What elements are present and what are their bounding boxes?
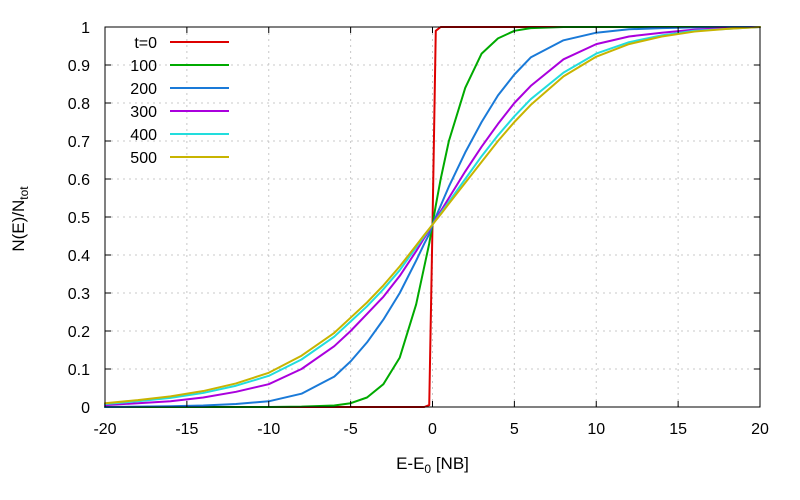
y-tick-label: 0.1 bbox=[68, 362, 90, 379]
legend-label: 500 bbox=[130, 150, 157, 167]
series-lines bbox=[104, 26, 761, 408]
series-line-0 bbox=[104, 26, 761, 408]
y-tick-label: 0.2 bbox=[68, 324, 90, 341]
x-tick-label: 0 bbox=[428, 421, 437, 438]
x-tick-label: -15 bbox=[175, 421, 198, 438]
ticks: -20 -15 -10 -5 0 5 10 15 2000.10.20.30.40.50.60.… bbox=[68, 20, 769, 438]
legend-label: 100 bbox=[130, 58, 157, 75]
legend-label: 200 bbox=[130, 81, 157, 98]
y-tick-label: 0.6 bbox=[68, 172, 90, 189]
y-tick-label: 0.8 bbox=[68, 96, 90, 113]
y-tick-label: 0.7 bbox=[68, 134, 90, 151]
y-tick-label: 1 bbox=[81, 20, 90, 37]
x-tick-label: -10 bbox=[257, 421, 280, 438]
legend: t=0 100 200 300 400 500 bbox=[130, 35, 229, 167]
y-tick-label: 0.4 bbox=[68, 248, 90, 265]
x-tick-label: 15 bbox=[669, 421, 687, 438]
x-tick-label: 20 bbox=[751, 421, 769, 438]
legend-label: t=0 bbox=[134, 35, 157, 52]
y-axis-label: N(E)/Ntot bbox=[9, 186, 31, 252]
legend-label: 300 bbox=[130, 104, 157, 121]
legend-label: 400 bbox=[130, 127, 157, 144]
x-tick-label: 10 bbox=[587, 421, 605, 438]
x-axis-label: E-E0 [NB] bbox=[396, 454, 469, 476]
x-tick-label: -5 bbox=[344, 421, 358, 438]
x-tick-label: 5 bbox=[510, 421, 519, 438]
y-tick-label: 0 bbox=[81, 400, 90, 417]
y-tick-label: 0.9 bbox=[68, 58, 90, 75]
y-tick-label: 0.5 bbox=[68, 210, 90, 227]
x-tick-label: -20 bbox=[93, 421, 116, 438]
y-tick-label: 0.3 bbox=[68, 286, 90, 303]
series-line-5 bbox=[104, 26, 761, 405]
